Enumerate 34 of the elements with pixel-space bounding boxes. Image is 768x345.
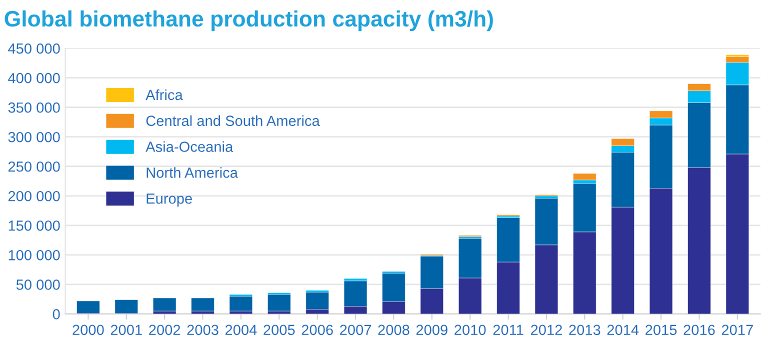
y-tick-label: 200 000 xyxy=(8,190,60,202)
legend-label: Asia-Oceania xyxy=(146,141,234,152)
x-tick-label: 2008 xyxy=(378,324,410,336)
y-tick-label: 350 000 xyxy=(8,102,60,113)
legend-label: North America xyxy=(146,167,238,178)
y-tick-label: 250 000 xyxy=(8,161,60,172)
y-tick-label: 300 000 xyxy=(8,132,60,142)
y-tick-label: 100 000 xyxy=(8,250,60,260)
x-tick-label: 2005 xyxy=(264,324,295,336)
x-tick-label: 2002 xyxy=(149,324,180,336)
chart-title: Global biomethane production capacity (m3/h) xyxy=(4,10,493,32)
x-tick-label: 2015 xyxy=(646,324,677,336)
legend-label: Africa xyxy=(146,89,183,100)
x-tick-label: 2007 xyxy=(340,324,372,336)
x-tick-label: 2014 xyxy=(607,324,639,336)
x-tick-label: 2011 xyxy=(493,324,524,336)
y-tick-label: 150 000 xyxy=(8,220,60,231)
x-tick-label: 2003 xyxy=(187,324,218,336)
x-tick-label: 2016 xyxy=(684,324,715,336)
x-tick-label: 2017 xyxy=(722,324,753,336)
y-tick-label: 400 000 xyxy=(8,72,60,84)
x-tick-label: 2013 xyxy=(569,324,600,336)
x-tick-label: 2006 xyxy=(302,324,333,336)
y-tick-label: 50 000 xyxy=(16,280,60,290)
x-tick-label: 2012 xyxy=(530,324,562,336)
y-tick-label: 0 xyxy=(52,309,60,320)
y-tick-label: 450 000 xyxy=(8,43,60,54)
x-tick-label: 2000 xyxy=(72,324,104,336)
legend-label: Central and South America xyxy=(146,115,320,126)
x-tick-label: 2009 xyxy=(416,324,448,336)
x-tick-label: 2010 xyxy=(454,324,486,336)
x-tick-label: 2001 xyxy=(110,324,142,336)
x-tick-label: 2004 xyxy=(225,324,257,336)
legend-label: Europe xyxy=(146,194,192,207)
